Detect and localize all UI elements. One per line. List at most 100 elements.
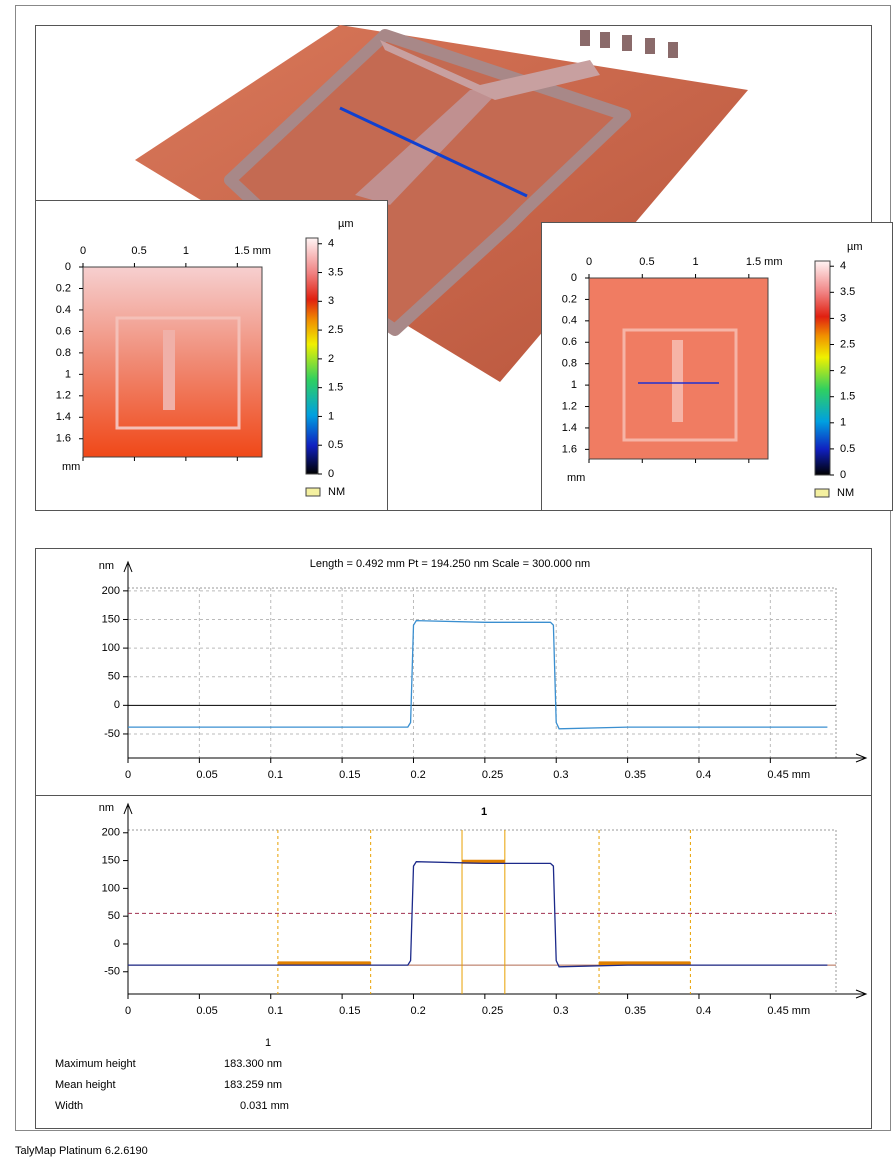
y-tick-label: 1 [65, 368, 71, 380]
x-tick-label: 0.1 [268, 769, 283, 781]
x-tick-label: 0.25 [482, 769, 503, 781]
x-tick-label: 0.35 [625, 1005, 646, 1017]
colorbar-tick-label: 3.5 [328, 266, 343, 278]
x-tick-label: 0 [125, 1005, 131, 1017]
x-tick-label: 0.4 [696, 1005, 711, 1017]
colorbar-tick-label: 1.5 [840, 391, 855, 403]
colorbar-tick-label: 3.5 [840, 286, 855, 298]
colorbar-tick-label: 1 [328, 410, 334, 422]
y-tick-label: 0 [114, 699, 120, 711]
report-page: 1 Maximum height 183.300 nm Mean height … [0, 0, 893, 1163]
result-label: Mean height [55, 1079, 116, 1091]
colorbar-tick-label: 0.5 [328, 439, 343, 451]
y-tick-label: 150 [102, 613, 120, 625]
result-label: Maximum height [55, 1058, 136, 1070]
x-tick-label: 0.5 [131, 245, 146, 257]
y-tick-label: 0 [65, 261, 71, 273]
y-tick-label: 1.6 [562, 443, 577, 455]
result-label: Width [55, 1100, 83, 1112]
colorbar [815, 261, 830, 475]
x-tick-label: 0.4 [696, 769, 711, 781]
y-tick-label: 0.2 [562, 293, 577, 305]
y-axis-unit: mm [567, 472, 585, 484]
y-tick-label: 0 [114, 938, 120, 950]
colorbar-tick-label: 0 [840, 469, 846, 481]
x-tick-label: 0.2 [410, 1005, 425, 1017]
y-tick-label: 1.2 [56, 390, 71, 402]
legend-swatch [815, 489, 829, 497]
x-tick-label: 1.5 mm [746, 256, 783, 268]
footer: TalyMap Platinum 6.2.6190 [15, 1145, 148, 1157]
x-tick-label: 0.35 [625, 769, 646, 781]
y-tick-label: 150 [102, 854, 120, 866]
colorbar-tick-label: 2.5 [840, 338, 855, 350]
x-tick-label: 0.1 [268, 1005, 283, 1017]
colorbar-unit: µm [847, 241, 863, 253]
x-tick-label: 0 [80, 245, 86, 257]
y-tick-label: 1.4 [56, 411, 71, 423]
colorbar [306, 238, 318, 474]
y-tick-label: 0.4 [562, 315, 577, 327]
colorbar-unit: µm [338, 218, 354, 230]
y-axis-unit: mm [62, 461, 80, 473]
y-tick-label: 0.8 [562, 358, 577, 370]
y-axis-unit: nm [99, 560, 114, 572]
y-tick-label: 200 [102, 827, 120, 839]
x-tick-label: 0.05 [196, 769, 217, 781]
colorbar-tick-label: 3 [840, 312, 846, 324]
result-value: 0.031 mm [240, 1100, 289, 1112]
y-tick-label: 100 [102, 882, 120, 894]
x-tick-label: 0.15 [339, 769, 360, 781]
y-tick-label: 1.2 [562, 400, 577, 412]
x-tick-label: 1 [183, 245, 189, 257]
x-tick-label: 0.15 [339, 1005, 360, 1017]
y-tick-label: 50 [108, 910, 120, 922]
y-tick-label: 0.2 [56, 282, 71, 294]
colorbar-tick-label: 1 [840, 417, 846, 429]
y-tick-label: 50 [108, 671, 120, 683]
y-tick-label: 0.4 [56, 304, 71, 316]
colorbar-tick-label: 2.5 [328, 324, 343, 336]
result-value: 183.259 nm [224, 1079, 282, 1091]
x-tick-label: 0.45 mm [767, 769, 810, 781]
x-tick-label: 0.05 [196, 1005, 217, 1017]
x-tick-label: 0.25 [482, 1005, 503, 1017]
x-tick-label: 0.45 mm [767, 1005, 810, 1017]
colorbar-tick-label: 3 [328, 295, 334, 307]
x-tick-label: 0 [586, 256, 592, 268]
chart-title: Length = 0.492 mm Pt = 194.250 nm Scale … [310, 558, 590, 570]
colorbar-tick-label: 0 [328, 468, 334, 480]
colorbar-tick-label: 0.5 [840, 443, 855, 455]
x-tick-label: 0.5 [639, 256, 654, 268]
x-tick-label: 0.3 [553, 1005, 568, 1017]
legend-label: NM [328, 486, 345, 498]
colorbar-tick-label: 4 [328, 238, 334, 250]
y-tick-label: 0 [571, 272, 577, 284]
x-tick-label: 1.5 mm [234, 245, 271, 257]
y-tick-label: 0.8 [56, 347, 71, 359]
x-tick-label: 1 [693, 256, 699, 268]
y-tick-label: 200 [102, 585, 120, 597]
y-tick-label: 1.4 [562, 422, 577, 434]
y-tick-label: 1.6 [56, 433, 71, 445]
y-tick-label: -50 [104, 728, 120, 740]
colorbar-tick-label: 2 [328, 353, 334, 365]
x-tick-label: 0.3 [553, 769, 568, 781]
colorbar-tick-label: 1.5 [328, 382, 343, 394]
y-tick-label: 1 [571, 379, 577, 391]
y-tick-label: -50 [104, 966, 120, 978]
y-axis-unit: nm [99, 802, 114, 814]
legend-swatch [306, 488, 320, 496]
y-tick-label: 0.6 [562, 336, 577, 348]
y-tick-label: 0.6 [56, 325, 71, 337]
x-tick-label: 0 [125, 769, 131, 781]
x-tick-label: 0.2 [410, 769, 425, 781]
legend-label: NM [837, 487, 854, 499]
result-value: 183.300 nm [224, 1058, 282, 1070]
chart-annotation: 1 [481, 806, 487, 818]
colorbar-tick-label: 2 [840, 365, 846, 377]
colorbar-tick-label: 4 [840, 260, 846, 272]
y-tick-label: 100 [102, 642, 120, 654]
profile-frame [36, 549, 872, 1129]
results-header: 1 [265, 1037, 271, 1049]
